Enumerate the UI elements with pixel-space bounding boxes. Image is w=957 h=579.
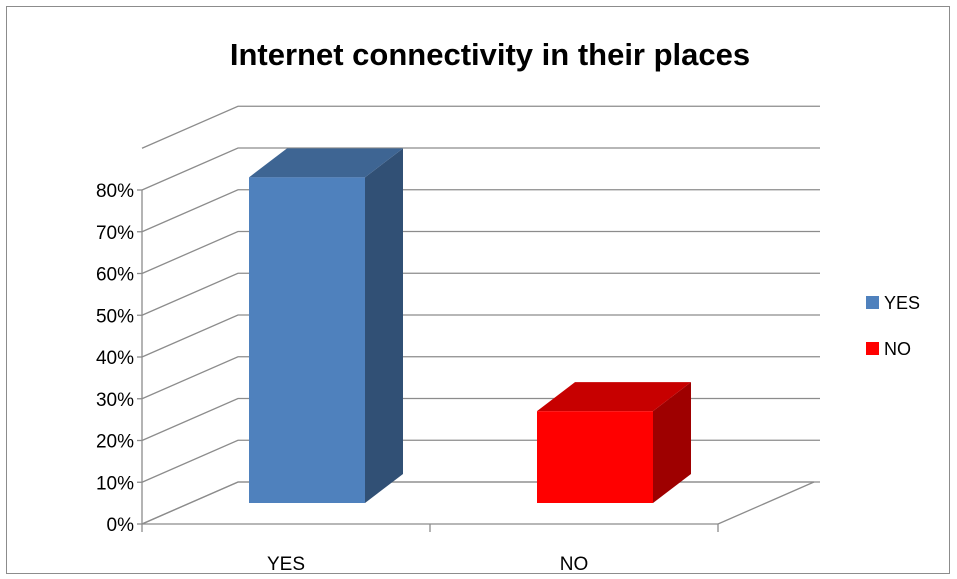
y-tick-label: 30%	[96, 390, 134, 411]
bar-top	[249, 148, 403, 178]
legend-item: YES	[866, 293, 920, 313]
legend-label: YES	[884, 293, 920, 313]
bar-front	[249, 177, 365, 503]
bar-side	[653, 382, 691, 503]
legend: YES NO	[866, 293, 920, 359]
y-tick-label: 20%	[96, 432, 134, 453]
bar-front	[537, 411, 653, 503]
legend-swatch	[866, 296, 879, 309]
legend-label: NO	[884, 339, 911, 359]
y-tick-label: 50%	[96, 306, 134, 327]
gridline	[141, 147, 820, 191]
legend-swatch	[866, 342, 879, 355]
bar-top	[537, 382, 691, 412]
chart-title: Internet connectivity in their places	[230, 37, 750, 72]
gridlines	[141, 105, 820, 525]
y-axis-tick-labels: 0% 10% 20% 30% 40% 50% 60% 70% 80%	[96, 181, 142, 536]
x-tick-label: YES	[267, 554, 305, 575]
y-tick-label: 40%	[96, 348, 134, 369]
bar	[537, 382, 691, 503]
gridline	[141, 272, 820, 316]
gridline	[141, 189, 820, 233]
bar-side	[365, 148, 403, 503]
y-tick-label: 0%	[107, 515, 135, 536]
y-tick-label: 10%	[96, 473, 134, 494]
y-tick-label: 70%	[96, 223, 134, 244]
gridline	[141, 356, 820, 400]
chart-frame	[6, 6, 950, 574]
bar	[249, 148, 403, 503]
gridline	[141, 481, 820, 525]
y-tick-label: 60%	[96, 265, 134, 286]
gridline	[141, 439, 820, 483]
y-tick-label: 80%	[96, 181, 134, 202]
gridline	[141, 230, 820, 275]
x-axis-tick-labels: YES NO	[141, 524, 719, 575]
floor-outline	[141, 481, 815, 525]
gridline	[141, 397, 820, 442]
x-tick-label: NO	[560, 554, 589, 575]
legend-item: NO	[866, 339, 911, 359]
bars	[249, 148, 691, 503]
gridline	[141, 105, 820, 149]
gridline	[141, 314, 820, 358]
